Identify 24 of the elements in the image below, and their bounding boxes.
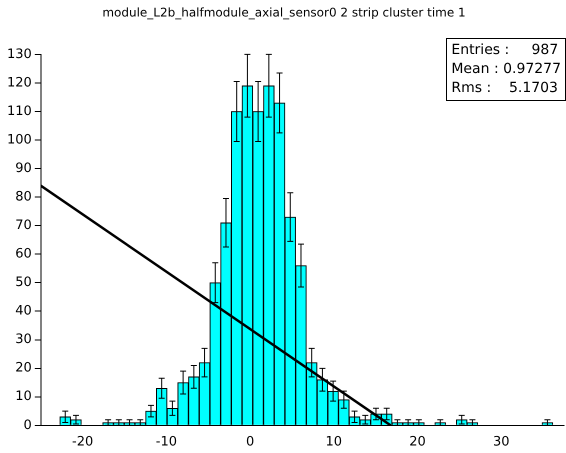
y-tick-label: 120: [6, 75, 32, 90]
x-tick-label: 0: [246, 434, 254, 450]
y-tick-label: 20: [15, 360, 32, 376]
y-tick-label: 40: [15, 304, 32, 319]
annotation: Mean : 0.97277: [451, 60, 561, 79]
x-tick-label: 10: [326, 434, 342, 450]
y-tick-label: 50: [15, 275, 32, 290]
x-tick-label: -20: [72, 434, 94, 450]
y-tick-label: 110: [6, 104, 32, 119]
x-tick-label: -10: [156, 434, 177, 450]
y-tick-label: 60: [15, 246, 32, 262]
y-tick-label: 90: [15, 160, 32, 176]
x-tick-label: 20: [409, 434, 426, 450]
chart-title: module_L2b_halfmodule_axial_sensor0 2 strip cluster time 1: [102, 5, 466, 20]
annotation: Rms : 5.1703: [451, 79, 559, 98]
y-tick-label: 10: [15, 389, 32, 404]
y-tick-label: 80: [15, 189, 32, 204]
y-tick-label: 70: [15, 218, 32, 234]
y-tick-label: 30: [15, 332, 32, 348]
y-tick-label: 130: [6, 46, 32, 62]
x-tick-label: 30: [492, 434, 510, 450]
y-tick-label: 100: [6, 132, 32, 148]
y-tick-label: 0: [24, 418, 32, 433]
annotation: Entries : 987: [451, 41, 560, 60]
